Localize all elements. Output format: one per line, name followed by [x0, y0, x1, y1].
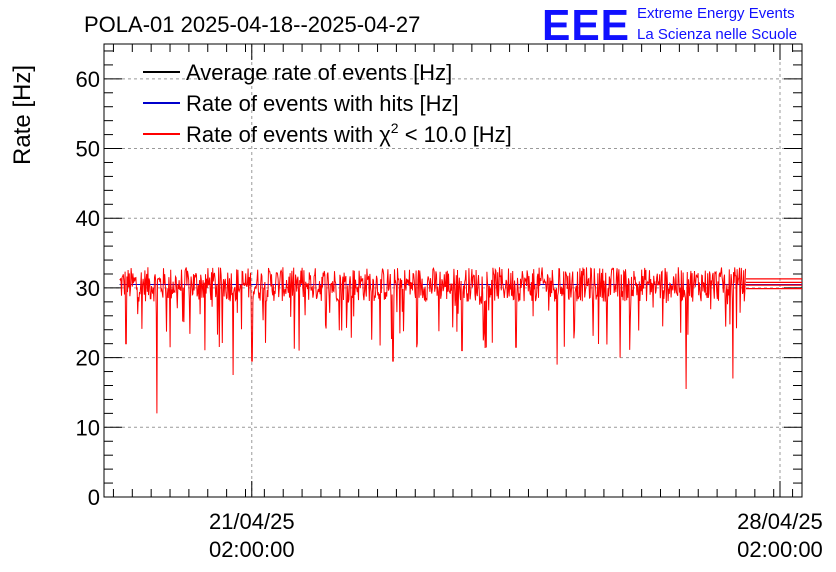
x-tick-label-time: 02:00:00: [737, 537, 823, 562]
y-tick-label: 40: [76, 206, 100, 231]
legend-label-chi2: Rate of events with χ2 < 10.0 [Hz]: [186, 120, 512, 147]
y-axis-label: Rate [Hz]: [9, 65, 36, 165]
legend-label-hits: Rate of events with hits [Hz]: [186, 91, 459, 116]
series-chi2-line: [119, 267, 746, 414]
logo-line-2: La Scienza nelle Scuole: [637, 26, 797, 43]
x-axis: 21/04/25 02:00:00 28/04/25 02:00:00: [112, 44, 823, 562]
y-tick-label: 20: [76, 346, 100, 371]
legend: Average rate of events [Hz] Rate of even…: [143, 60, 512, 147]
y-tick-label: 50: [76, 137, 100, 162]
logo-line-1: Extreme Energy Events: [637, 5, 795, 22]
y-axis: 0 10 20 30 40 50 60: [76, 50, 802, 510]
y-tick-label: 60: [76, 67, 100, 92]
legend-label-average: Average rate of events [Hz]: [186, 60, 452, 85]
x-tick-label-date: 28/04/25: [737, 509, 823, 534]
x-tick-label-date: 21/04/25: [209, 509, 295, 534]
y-tick-label: 30: [76, 276, 100, 301]
y-tick-label: 0: [88, 485, 100, 510]
y-tick-label: 10: [76, 415, 100, 440]
eee-logo: EEE Extreme Energy Events La Scienza nel…: [542, 1, 797, 50]
eee-logo-mark: EEE: [542, 1, 630, 50]
series: [119, 267, 802, 414]
x-tick-label-time: 02:00:00: [209, 537, 295, 562]
chart-title: POLA-01 2025-04-18--2025-04-27: [84, 12, 420, 37]
